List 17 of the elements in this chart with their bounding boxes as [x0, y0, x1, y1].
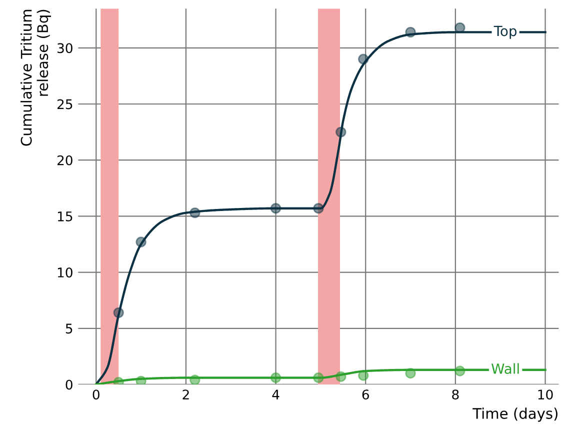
series-label: Top	[494, 26, 517, 39]
y-axis-title: Cumulative Tritium release (Bq)	[20, 10, 51, 146]
y-tick-label: 0	[66, 380, 72, 390]
y-tick-label: 15	[58, 212, 72, 222]
y-tick-label: 25	[57, 99, 72, 110]
x-tick-label: 8	[452, 390, 459, 400]
x-tick-label: 10	[538, 390, 553, 400]
y-tick-label: 5	[66, 324, 72, 334]
series-label: Wall	[491, 363, 519, 374]
y-tick-label: 30	[58, 43, 72, 54]
x-tick-label: 0	[92, 390, 100, 400]
x-tick-label: 4	[272, 390, 280, 400]
x-axis-title: Time (days)	[472, 408, 558, 422]
x-tick-label: 2	[182, 390, 189, 400]
y-tick-label: 20	[57, 155, 72, 166]
y-tick-label: 10	[58, 268, 72, 278]
x-tick-label: 6	[362, 390, 369, 400]
